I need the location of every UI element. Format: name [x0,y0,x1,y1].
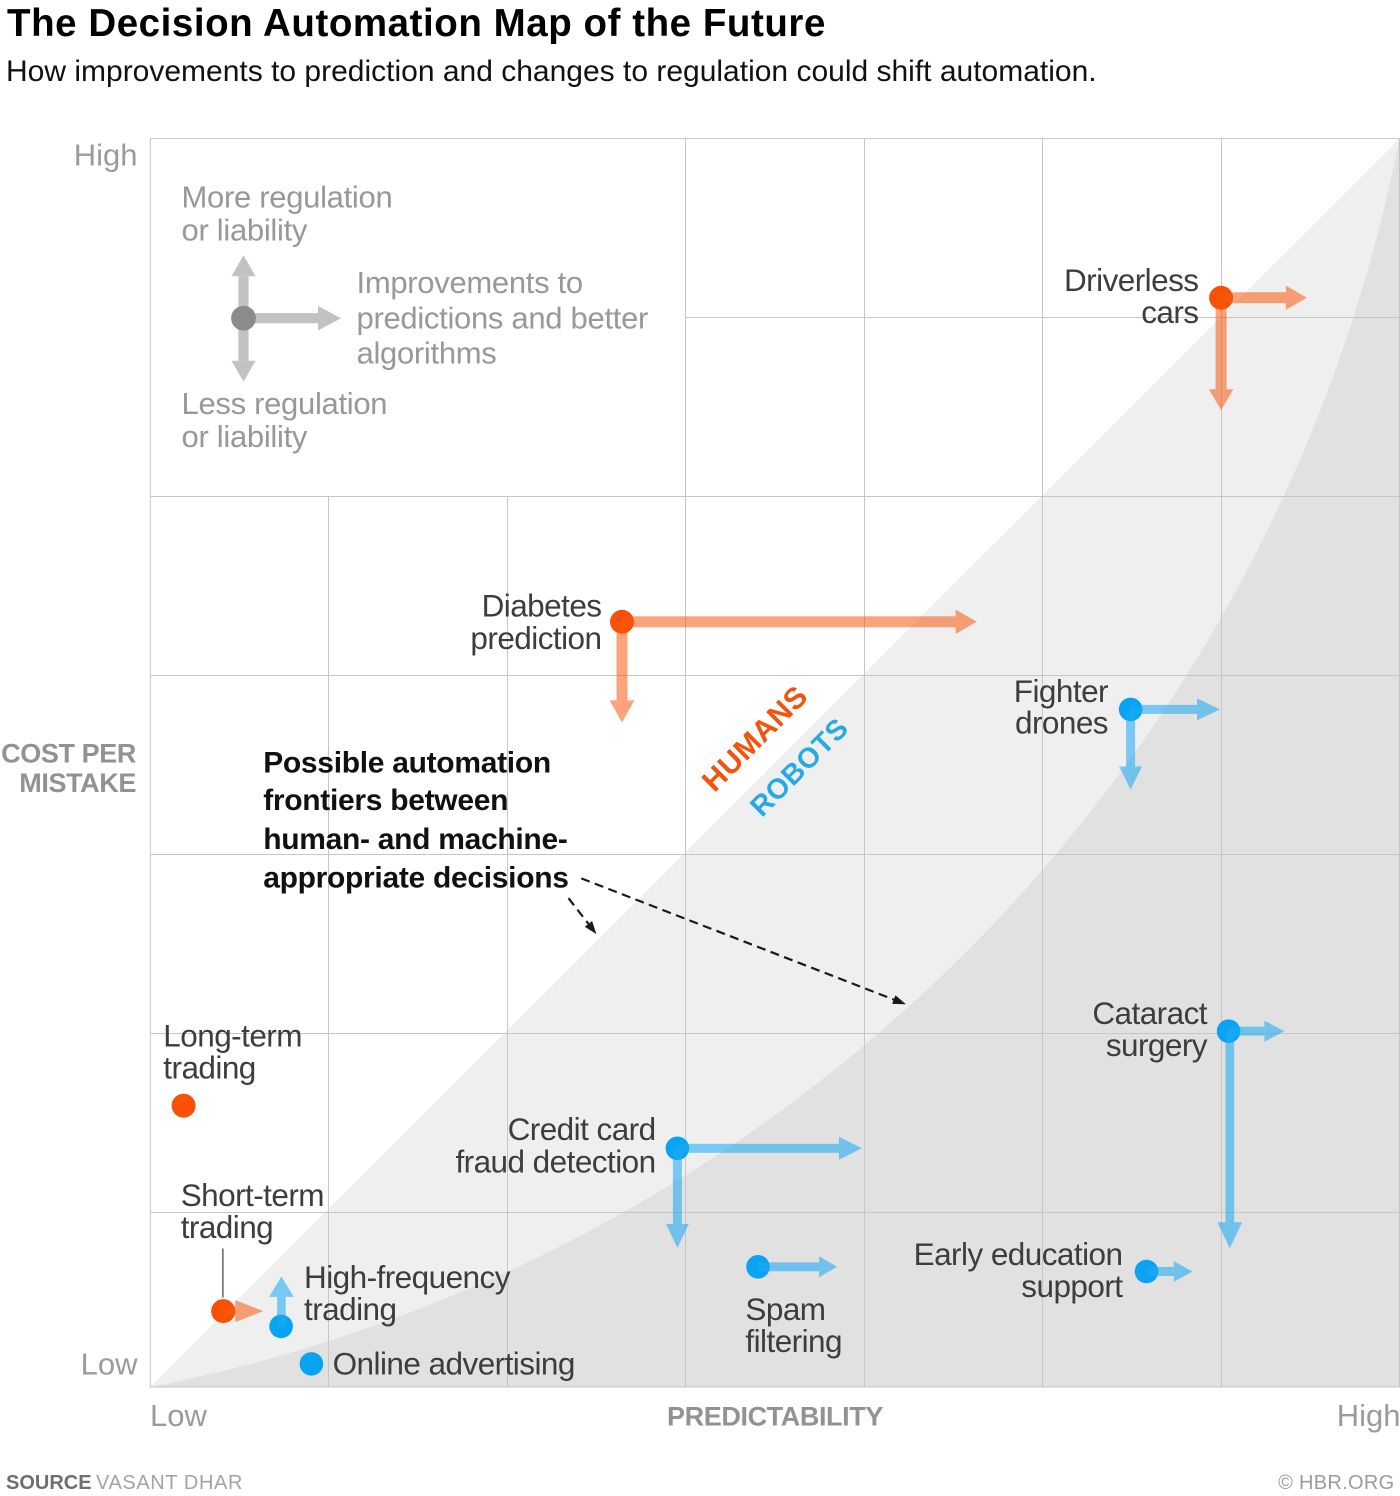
svg-text:COST PER: COST PER [1,739,136,769]
svg-text:More regulation: More regulation [182,180,393,215]
svg-text:High: High [1337,1398,1400,1433]
svg-text:VASANT DHAR: VASANT DHAR [96,1472,243,1494]
svg-text:or liability: or liability [182,419,308,454]
svg-text:Online advertising: Online advertising [333,1345,575,1381]
svg-text:Diabetes: Diabetes [482,588,602,624]
svg-text:algorithms: algorithms [357,336,497,371]
svg-text:Possible automation: Possible automation [263,746,551,779]
svg-text:How improvements to prediction: How improvements to prediction and chang… [6,55,1097,88]
svg-text:Fighter: Fighter [1014,673,1108,709]
svg-text:MISTAKE: MISTAKE [19,768,136,798]
svg-text:human- and machine-: human- and machine- [263,823,567,856]
svg-text:© HBR.ORG: © HBR.ORG [1278,1472,1394,1494]
svg-text:Cataract: Cataract [1092,995,1207,1031]
svg-text:prediction: prediction [470,620,601,656]
svg-text:or liability: or liability [182,213,308,248]
svg-text:Long-term: Long-term [163,1018,302,1054]
svg-text:High-frequency: High-frequency [304,1259,511,1295]
svg-text:trading: trading [181,1209,273,1245]
svg-text:Less regulation: Less regulation [182,386,388,421]
svg-text:High: High [74,137,138,172]
svg-text:PREDICTABILITY: PREDICTABILITY [667,1402,883,1432]
svg-text:Driverless: Driverless [1064,262,1199,298]
svg-text:Early education: Early education [914,1236,1123,1272]
svg-text:Low: Low [81,1346,138,1381]
svg-text:predictions and better: predictions and better [357,300,649,335]
svg-text:surgery: surgery [1106,1027,1208,1063]
svg-text:Credit card: Credit card [508,1111,656,1147]
svg-text:drones: drones [1015,705,1108,741]
svg-text:Low: Low [150,1398,207,1433]
svg-text:fraud detection: fraud detection [455,1143,655,1179]
svg-text:Short-term: Short-term [181,1177,324,1213]
svg-text:The Decision Automation Map of: The Decision Automation Map of the Futur… [7,2,826,45]
svg-text:support: support [1021,1268,1123,1304]
svg-text:filtering: filtering [745,1323,842,1359]
svg-text:frontiers between: frontiers between [263,784,508,817]
svg-text:appropriate decisions: appropriate decisions [263,862,568,895]
svg-text:Improvements to: Improvements to [357,265,583,300]
svg-text:trading: trading [304,1291,396,1327]
svg-text:Spam: Spam [745,1291,825,1327]
svg-text:cars: cars [1141,294,1198,330]
svg-text:SOURCE: SOURCE [6,1472,92,1494]
svg-text:trading: trading [163,1050,255,1086]
